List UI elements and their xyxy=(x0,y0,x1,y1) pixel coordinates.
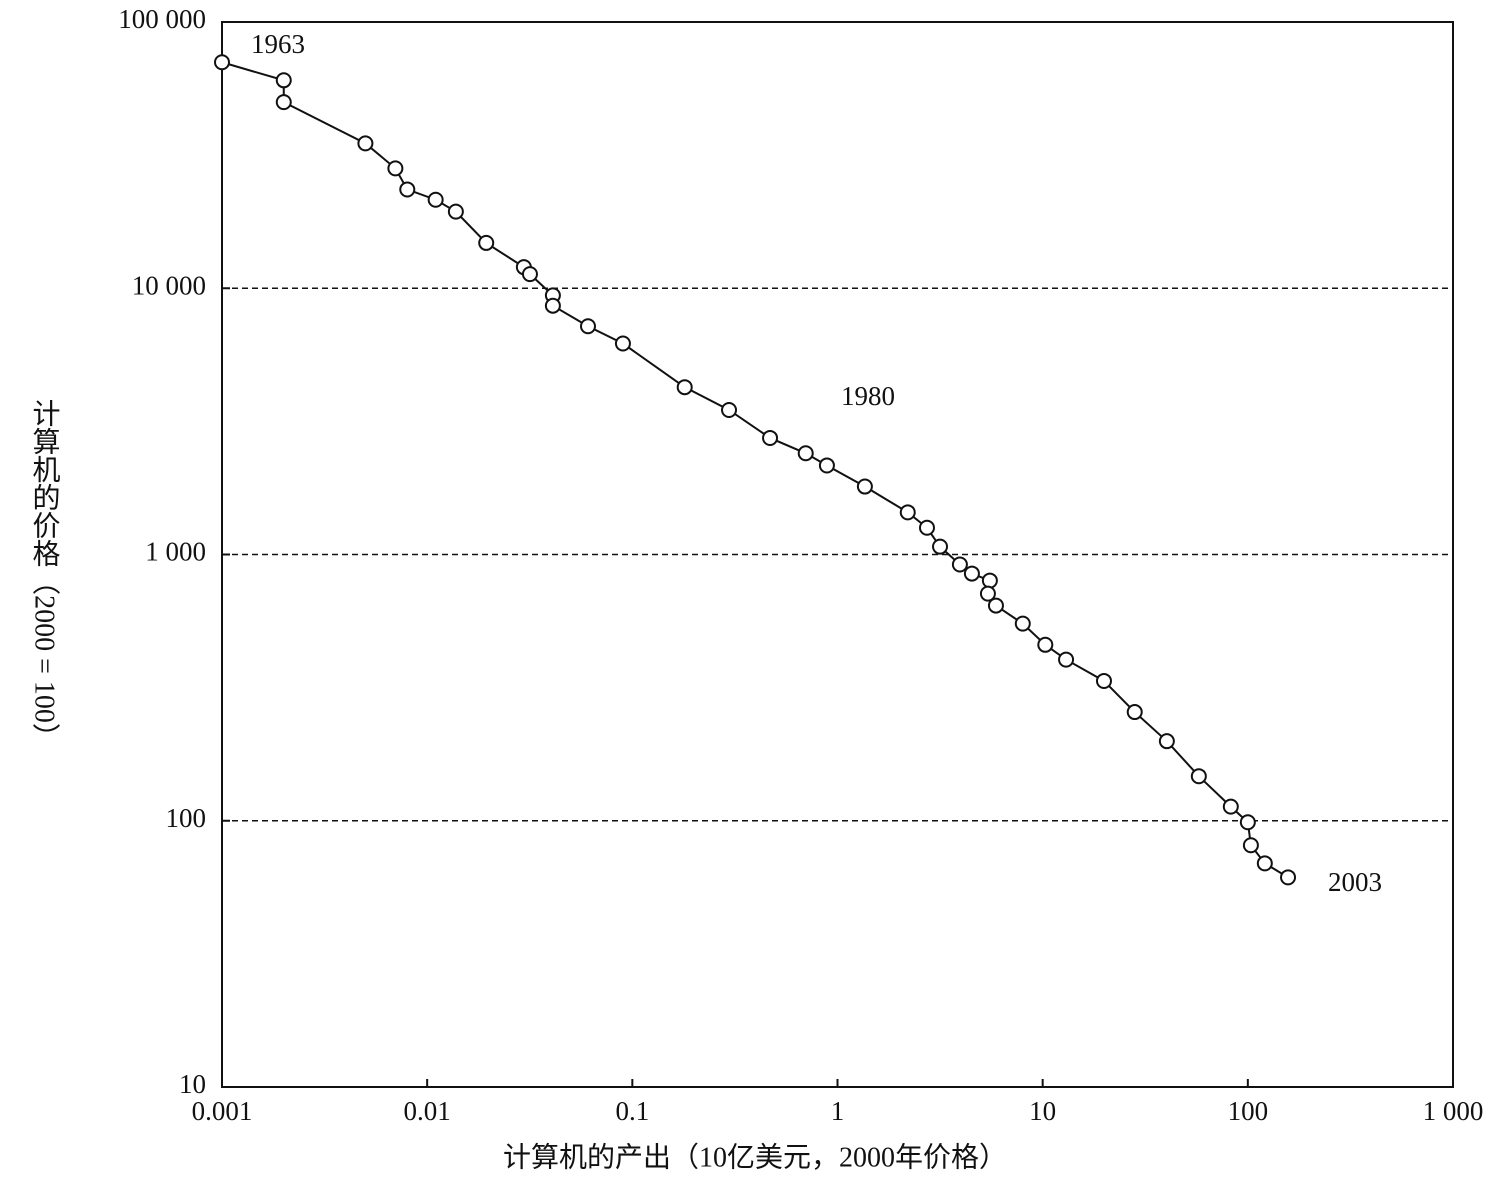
x-tick-label: 0.1 xyxy=(615,1096,649,1126)
data-point xyxy=(478,234,495,251)
data-point xyxy=(918,519,935,536)
x-axis-title: 计算机的产出（10亿美元，2000年价格） xyxy=(503,1141,1007,1173)
data-point xyxy=(1058,651,1075,668)
data-point xyxy=(1095,672,1112,689)
x-tick-label: 100 xyxy=(1228,1096,1269,1126)
data-point xyxy=(521,266,538,283)
y-axis-title: 计算机的价格（2000 = 100） xyxy=(29,399,61,751)
data-point xyxy=(1280,869,1297,886)
data-point xyxy=(544,297,561,314)
series-line xyxy=(221,61,1289,879)
data-point xyxy=(932,538,949,555)
data-point xyxy=(275,94,292,111)
data-point xyxy=(447,203,464,220)
data-point xyxy=(1126,704,1143,721)
data-point xyxy=(951,556,968,573)
annotation: 1980 xyxy=(841,381,895,411)
data-point xyxy=(979,585,996,602)
data-point xyxy=(721,401,738,418)
annotation: 1963 xyxy=(251,29,305,59)
data-point xyxy=(1190,768,1207,785)
data-point xyxy=(981,572,998,589)
data-point xyxy=(399,181,416,198)
data-point xyxy=(963,565,980,582)
y-tick-label: 10 xyxy=(179,1069,206,1099)
data-point xyxy=(275,72,292,89)
data-point xyxy=(579,318,596,335)
y-tick-label: 10 000 xyxy=(132,270,206,300)
y-tick-label: 100 xyxy=(166,803,207,833)
data-point xyxy=(1222,798,1239,815)
data-point xyxy=(987,597,1004,614)
x-tick-label: 10 xyxy=(1029,1096,1056,1126)
x-tick-label: 1 xyxy=(831,1096,845,1126)
data-point xyxy=(614,335,631,352)
data-point xyxy=(797,445,814,462)
x-tick-label: 1 000 xyxy=(1423,1096,1484,1126)
x-tick-label: 0.001 xyxy=(192,1096,253,1126)
data-point xyxy=(1014,615,1031,632)
data-point xyxy=(1242,837,1259,854)
data-point xyxy=(818,457,835,474)
y-tick-label: 100 000 xyxy=(118,4,206,34)
data-point xyxy=(856,478,873,495)
data-point xyxy=(1239,814,1256,831)
y-tick-label: 1 000 xyxy=(145,537,206,567)
data-point xyxy=(1256,855,1273,872)
data-point xyxy=(676,379,693,396)
x-tick-label: 0.01 xyxy=(404,1096,451,1126)
annotation: 2003 xyxy=(1328,867,1382,897)
data-point xyxy=(427,191,444,208)
data-point xyxy=(899,504,916,521)
data-point xyxy=(357,135,374,152)
data-point xyxy=(1037,636,1054,653)
data-point xyxy=(762,429,779,446)
data-point xyxy=(214,54,230,71)
data-point xyxy=(387,160,404,177)
data-point xyxy=(1158,733,1175,750)
